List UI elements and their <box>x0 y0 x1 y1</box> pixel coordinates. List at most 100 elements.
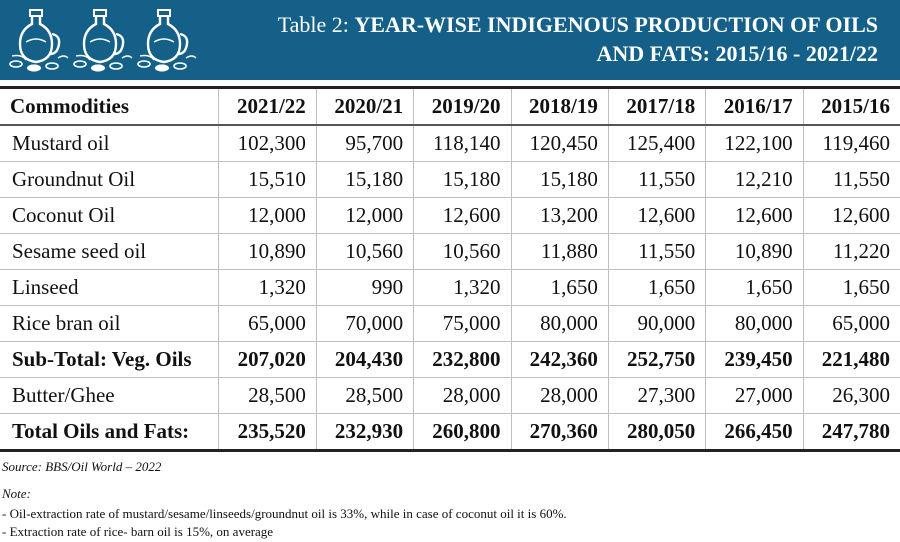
production-value: 119,460 <box>802 125 900 162</box>
header-year: 2019/20 <box>413 86 512 126</box>
production-value: 65,000 <box>218 305 317 342</box>
production-value: 27,300 <box>607 377 706 414</box>
production-value: 90,000 <box>607 305 706 342</box>
table-row: Total Oils and Fats: 235,520 232,930 260,80… <box>0 413 900 452</box>
production-value: 15,180 <box>413 161 512 198</box>
table-row: Groundnut Oil 15,510 15,180 15,180 15,180 11,… <box>0 161 900 198</box>
table-row: Coconut Oil 12,000 12,000 12,600 13,200 12,60… <box>0 197 900 234</box>
header-year: 2018/19 <box>510 86 609 126</box>
oil-jar-icons <box>8 8 198 73</box>
production-value: 12,600 <box>607 197 706 234</box>
table-body: Mustard oil 102,300 95,700 118,140 120,450 12… <box>0 125 900 452</box>
commodity-name: Groundnut Oil <box>0 161 219 198</box>
header-year: 2017/18 <box>607 86 706 126</box>
production-value: 266,450 <box>705 413 804 452</box>
header-year: 2021/22 <box>218 86 317 126</box>
table-row: Rice bran oil 65,000 70,000 75,000 80,000 90,… <box>0 305 900 342</box>
production-value: 12,000 <box>218 197 317 234</box>
production-value: 10,560 <box>315 233 414 270</box>
header-year: 2015/16 <box>802 86 900 126</box>
production-value: 270,360 <box>510 413 609 452</box>
production-value: 207,020 <box>218 341 317 378</box>
production-value: 120,450 <box>510 125 609 162</box>
production-value: 15,180 <box>510 161 609 198</box>
production-value: 70,000 <box>315 305 414 342</box>
table-row: Linseed 1,320 990 1,320 1,650 1,650 1,650 1,650 <box>0 269 900 306</box>
production-value: 12,600 <box>802 197 900 234</box>
production-value: 28,500 <box>315 377 414 414</box>
commodity-name: Rice bran oil <box>0 305 219 342</box>
production-value: 75,000 <box>413 305 512 342</box>
table-title-main: YEAR-WISE INDIGENOUS PRODUCTION OF OILS … <box>354 12 878 66</box>
table-title-lead: Table 2: <box>277 12 355 37</box>
production-value: 95,700 <box>315 125 414 162</box>
production-value: 118,140 <box>413 125 512 162</box>
note-line-2: - Extraction rate of rice- barn oil is 1… <box>2 524 274 539</box>
title-banner: Table 2: YEAR-WISE INDIGENOUS PRODUCTION… <box>0 0 900 80</box>
production-value: 232,800 <box>413 341 512 378</box>
production-value: 1,650 <box>705 269 804 306</box>
production-value: 252,750 <box>607 341 706 378</box>
production-value: 204,430 <box>315 341 414 378</box>
commodity-name: Coconut Oil <box>0 197 219 234</box>
production-value: 13,200 <box>510 197 609 234</box>
production-value: 65,000 <box>802 305 900 342</box>
oil-jar-icon-1 <box>8 8 70 73</box>
production-value: 11,550 <box>607 233 706 270</box>
production-value: 260,800 <box>413 413 512 452</box>
production-value: 11,880 <box>510 233 609 270</box>
production-value: 1,320 <box>413 269 512 306</box>
production-value: 1,320 <box>218 269 317 306</box>
production-value: 990 <box>315 269 414 306</box>
source-note: Source: BBS/Oil World – 2022 <box>2 459 162 474</box>
production-value: 15,510 <box>218 161 317 198</box>
header-year: 2020/21 <box>315 86 414 126</box>
production-value: 28,000 <box>413 377 512 414</box>
production-value: 80,000 <box>705 305 804 342</box>
production-value: 28,500 <box>218 377 317 414</box>
production-value: 122,100 <box>705 125 804 162</box>
production-value: 247,780 <box>802 413 900 452</box>
production-value: 15,180 <box>315 161 414 198</box>
production-value: 232,930 <box>315 413 414 452</box>
commodity-name: Sesame seed oil <box>0 233 219 270</box>
commodity-name: Butter/Ghee <box>0 377 219 414</box>
commodity-name: Mustard oil <box>0 125 219 162</box>
production-value: 1,650 <box>607 269 706 306</box>
note-heading: Note: <box>2 486 31 501</box>
production-table: Commodities 2021/22 2020/21 2019/20 2018… <box>0 86 900 452</box>
table-row: Butter/Ghee 28,500 28,500 28,000 28,000 27,30… <box>0 377 900 414</box>
production-value: 11,220 <box>802 233 900 270</box>
production-value: 11,550 <box>802 161 900 198</box>
oil-jar-icon-2 <box>72 8 134 73</box>
table-header-row: Commodities 2021/22 2020/21 2019/20 2018… <box>0 86 900 126</box>
table-title: Table 2: YEAR-WISE INDIGENOUS PRODUCTION… <box>238 10 878 68</box>
production-value: 242,360 <box>510 341 609 378</box>
production-value: 1,650 <box>510 269 609 306</box>
production-value: 1,650 <box>802 269 900 306</box>
production-value: 12,000 <box>315 197 414 234</box>
header-year: 2016/17 <box>705 86 804 126</box>
header-commodities: Commodities <box>0 86 219 126</box>
production-value: 12,600 <box>705 197 804 234</box>
table-row: Sub-Total: Veg. Oils 207,020 204,430 232,80… <box>0 341 900 378</box>
table-row: Mustard oil 102,300 95,700 118,140 120,450 12… <box>0 125 900 162</box>
production-value: 125,400 <box>607 125 706 162</box>
production-value: 235,520 <box>218 413 317 452</box>
production-value: 10,890 <box>218 233 317 270</box>
production-value: 10,560 <box>413 233 512 270</box>
commodity-name: Total Oils and Fats: <box>0 413 219 452</box>
production-value: 28,000 <box>510 377 609 414</box>
production-value: 12,210 <box>705 161 804 198</box>
production-value: 239,450 <box>705 341 804 378</box>
production-value: 80,000 <box>510 305 609 342</box>
production-value: 10,890 <box>705 233 804 270</box>
commodity-name: Sub-Total: Veg. Oils <box>0 341 219 378</box>
production-value: 280,050 <box>607 413 706 452</box>
production-value: 26,300 <box>802 377 900 414</box>
production-value: 221,480 <box>802 341 900 378</box>
production-value: 12,600 <box>413 197 512 234</box>
commodity-name: Linseed <box>0 269 219 306</box>
oil-jar-icon-3 <box>136 8 198 73</box>
note-line-1: - Oil-extraction rate of mustard/sesame/… <box>2 506 567 521</box>
